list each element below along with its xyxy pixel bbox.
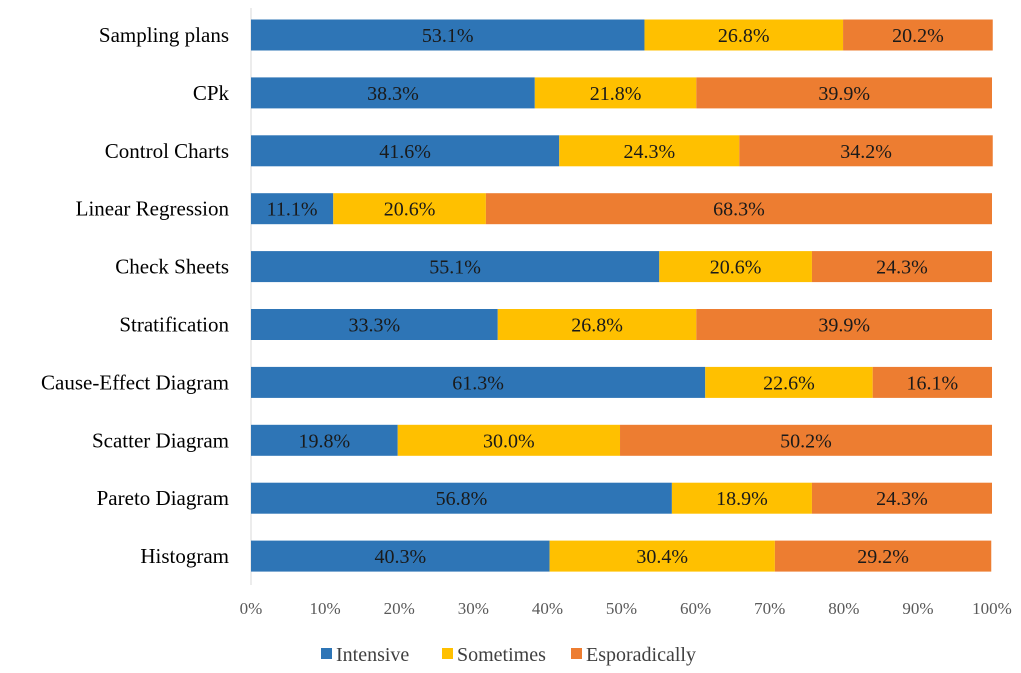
bar-segment-intensive (251, 424, 398, 456)
category-label: Control Charts (105, 139, 229, 163)
bar-segment-intensive (251, 482, 672, 514)
bar-segment-intensive (251, 193, 334, 225)
category-label: CPk (193, 81, 230, 105)
bar-segment-esporadically (811, 482, 992, 514)
x-tick-label: 90% (902, 599, 933, 618)
bar-segment-esporadically (696, 309, 992, 340)
bar-segment-sometimes (497, 309, 697, 340)
category-label: Scatter Diagram (92, 428, 229, 452)
category-label: Linear Regression (76, 197, 230, 221)
bar-segment-intensive (251, 77, 535, 109)
bar-segment-esporadically (774, 540, 992, 572)
bar-segment-esporadically (485, 193, 992, 225)
data-label: 33.3% (349, 315, 401, 337)
x-tick-label: 100% (972, 599, 1012, 618)
data-label: 30.4% (636, 546, 688, 568)
legend-swatch-esporadically (571, 648, 582, 659)
data-label: 68.3% (713, 199, 765, 221)
bar-segment-esporadically (872, 366, 992, 398)
category-label: Histogram (140, 544, 229, 568)
category-label: Sampling plans (99, 23, 229, 47)
data-label: 26.8% (718, 25, 770, 47)
data-label: 29.2% (857, 546, 909, 568)
bar-segment-sometimes (644, 19, 844, 51)
data-label: 26.8% (571, 315, 623, 337)
x-tick-label: 50% (606, 599, 637, 618)
bar-segment-esporadically (739, 135, 993, 167)
x-tick-label: 30% (458, 599, 489, 618)
data-label: 20.6% (384, 199, 436, 221)
x-tick-label: 0% (240, 599, 263, 618)
data-label: 21.8% (590, 83, 642, 105)
category-label: Stratification (119, 313, 229, 337)
data-label: 55.1% (429, 257, 481, 279)
data-label: 24.3% (876, 488, 928, 510)
legend-label-sometimes: Sometimes (457, 644, 546, 666)
bar-segment-esporadically (811, 251, 992, 283)
bar-segment-intensive (251, 135, 560, 167)
data-label: 24.3% (876, 257, 928, 279)
data-label: 19.8% (299, 430, 351, 452)
bar-segment-intensive (251, 540, 550, 572)
x-tick-label: 80% (828, 599, 859, 618)
legend-label-esporadically: Esporadically (586, 644, 696, 666)
category-label: Check Sheets (115, 255, 229, 279)
x-axis-ticks: 0% 10% 20% 30% 40% 50% 60% 70% 80% 90% 100% (240, 599, 1012, 618)
category-labels: Sampling plans CPk Control Charts Linear Re… (41, 23, 229, 568)
data-label: 11.1% (267, 199, 318, 221)
data-label: 40.3% (374, 546, 426, 568)
bar-segment-sometimes (549, 540, 775, 572)
data-label: 22.6% (763, 372, 815, 394)
data-label: 56.8% (436, 488, 488, 510)
bar-segment-esporadically (696, 77, 992, 109)
bar-segment-sometimes (534, 77, 697, 109)
x-tick-label: 70% (754, 599, 785, 618)
x-tick-label: 10% (310, 599, 341, 618)
bar-segment-sometimes (705, 366, 873, 398)
data-label: 34.2% (840, 141, 892, 163)
category-label: Pareto Diagram (97, 486, 229, 510)
x-tick-label: 60% (680, 599, 711, 618)
bar-segment-intensive (251, 366, 706, 398)
x-tick-label: 40% (532, 599, 563, 618)
data-label: 61.3% (452, 372, 504, 394)
legend: Intensive Sometimes Esporadically (321, 644, 696, 666)
bar-segment-esporadically (620, 424, 992, 456)
data-label: 38.3% (367, 83, 419, 105)
bar-segment-sometimes (659, 251, 812, 283)
bar-segment-sometimes (333, 193, 486, 225)
category-label: Cause-Effect Diagram (41, 370, 229, 394)
bar-segment-intensive (251, 19, 645, 51)
bars-group: 53.1% 26.8% 20.2% 38.3% 21.8% 39.9% 41.6% 24.3%… (251, 19, 993, 572)
data-label: 30.0% (483, 430, 535, 452)
bar-segment-sometimes (559, 135, 740, 167)
data-label: 41.6% (379, 141, 431, 163)
bar-segment-esporadically (843, 19, 993, 51)
data-label: 16.1% (907, 372, 959, 394)
data-label: 20.6% (710, 257, 762, 279)
data-label: 39.9% (818, 83, 870, 105)
legend-swatch-intensive (321, 648, 332, 659)
data-label: 50.2% (780, 430, 832, 452)
bar-segment-sometimes (671, 482, 812, 514)
legend-label-intensive: Intensive (336, 644, 409, 666)
data-label: 53.1% (422, 25, 474, 47)
bar-segment-sometimes (397, 424, 621, 456)
x-tick-label: 20% (384, 599, 415, 618)
data-label: 24.3% (623, 141, 675, 163)
legend-swatch-sometimes (442, 648, 453, 659)
data-label: 20.2% (892, 25, 944, 47)
bar-segment-intensive (251, 309, 498, 340)
data-label: 39.9% (818, 315, 870, 337)
bar-segment-intensive (251, 251, 660, 283)
data-label: 18.9% (716, 488, 768, 510)
